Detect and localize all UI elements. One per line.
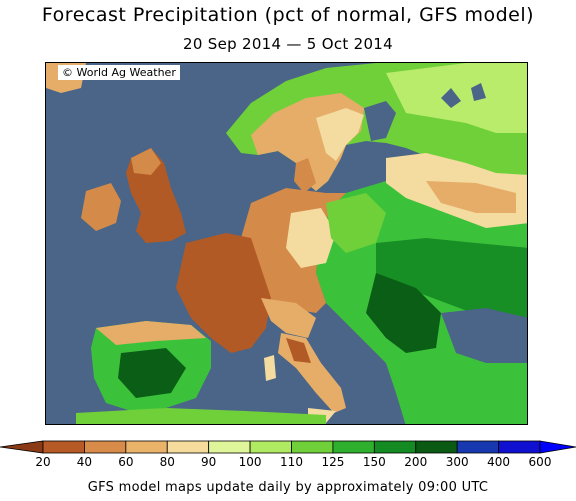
balkans-wet-strong [366, 273, 441, 353]
legend-tick-label: 600 [528, 455, 552, 469]
europe-map-graphic [46, 63, 527, 424]
legend-swatch [415, 440, 458, 454]
copyright-label: © World Ag Weather [58, 65, 180, 80]
finland-lake [441, 88, 461, 108]
legend-swatch [42, 440, 85, 454]
legend-tick-label: 60 [118, 455, 134, 469]
turkey-wet [446, 363, 527, 424]
denmark [294, 158, 316, 193]
poland-wet [326, 193, 386, 253]
sardinia [264, 355, 276, 381]
italy-dry [286, 338, 311, 363]
legend-arrow-high [539, 440, 576, 454]
ukraine-wet [376, 238, 527, 323]
legend-tick-label: 40 [76, 455, 93, 469]
legend-swatch [332, 440, 375, 454]
legend-swatch [291, 440, 334, 454]
finland-lake-2 [471, 83, 486, 101]
germany-near-normal [286, 208, 336, 268]
legend-swatch [373, 440, 417, 454]
precipitation-map: © World Ag Weather [45, 62, 528, 425]
legend-tick-label: 300 [445, 455, 469, 469]
color-legend [0, 438, 576, 468]
legend-arrow-low [0, 440, 44, 454]
legend-tick-label: 400 [487, 455, 511, 469]
legend-tick-label: 125 [321, 455, 345, 469]
legend-swatch [456, 440, 499, 454]
legend-swatch [249, 440, 292, 454]
legend-tick-label: 90 [201, 455, 217, 469]
legend-swatch [498, 440, 541, 454]
belarus-dry [426, 181, 516, 213]
north-africa-landmass [76, 408, 326, 424]
gulf-of-bothnia [364, 101, 396, 141]
alps-dry [261, 298, 316, 338]
legend-tick-label: 200 [404, 455, 428, 469]
black-sea [441, 308, 527, 363]
legend-swatch [208, 440, 251, 454]
iberia-north-dry [96, 321, 206, 345]
legend-tick-label: 80 [159, 455, 175, 469]
iberia-center-wet [118, 348, 186, 398]
france-landmass [176, 233, 271, 353]
legend-swatch [125, 440, 168, 454]
sweden-near-normal [316, 108, 364, 161]
legend-colorbar [0, 440, 576, 454]
baltic-sea [341, 143, 386, 188]
scotland-dry [131, 148, 161, 175]
map-title: Forecast Precipitation (pct of normal, G… [41, 4, 535, 26]
ireland [81, 183, 121, 231]
update-note: GFS model maps update daily by approxima… [87, 480, 489, 495]
legend-tick-label: 110 [280, 455, 303, 469]
legend-tick-label: 150 [362, 455, 386, 469]
legend-tick-label: 20 [35, 455, 51, 469]
date-range: 20 Sep 2014 — 5 Oct 2014 [183, 35, 393, 53]
legend-tick-label: 100 [238, 455, 262, 469]
legend-swatch [166, 440, 210, 454]
legend-swatch [84, 440, 127, 454]
